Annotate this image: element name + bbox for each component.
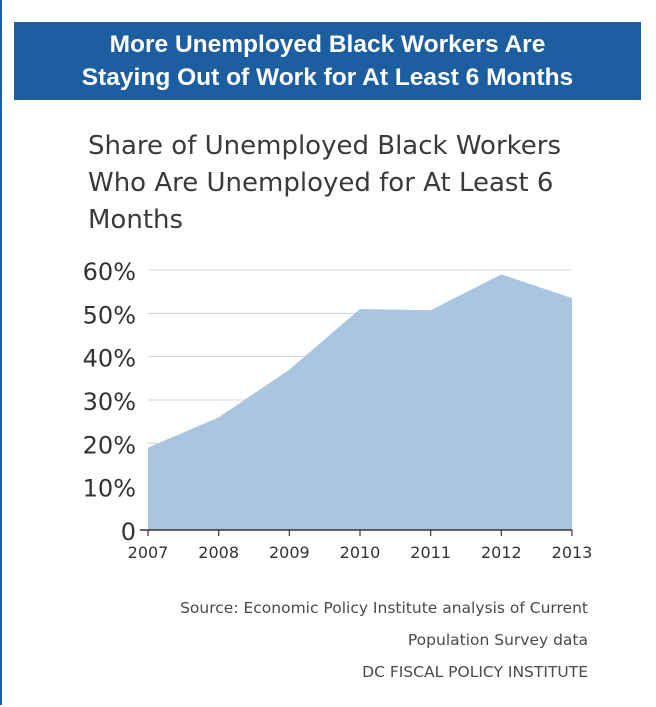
banner-title-line-2: Staying Out of Work for At Least 6 Month… — [81, 64, 574, 91]
source-line-2: Population Survey data — [407, 631, 588, 649]
chart-title-line-1: Share of Unemployed Black Workers — [88, 131, 561, 161]
banner-title: More Unemployed Black Workers Are Stayin… — [14, 22, 641, 100]
source-line-1: Source: Economic Policy Institute analys… — [180, 599, 588, 617]
chart-title: Share of Unemployed Black Workers Who Ar… — [88, 128, 628, 239]
y-tick-label-60: 60% — [83, 258, 136, 286]
chart-title-line-3: Months — [88, 205, 184, 235]
banner-title-line-1: More Unemployed Black Workers Are — [109, 31, 546, 58]
y-tick-label-20: 20% — [83, 431, 136, 459]
y-tick-label-30: 30% — [83, 388, 136, 416]
y-tick-label-40: 40% — [83, 345, 136, 373]
x-tick-label-2011: 2011 — [410, 543, 451, 562]
y-tick-label-50: 50% — [83, 301, 136, 329]
x-tick-label-2007: 2007 — [128, 543, 169, 562]
x-tick-label-2008: 2008 — [198, 543, 239, 562]
x-tick-label-2010: 2010 — [340, 543, 381, 562]
source-note: Source: Economic Policy Institute analys… — [28, 592, 588, 688]
x-tick-label-2013: 2013 — [552, 543, 593, 562]
area-series — [148, 274, 572, 530]
y-tick-label-0: 0 — [121, 518, 136, 546]
x-tick-label-2009: 2009 — [269, 543, 310, 562]
chart-title-line-2: Who Are Unemployed for At Least 6 — [88, 168, 554, 198]
source-line-3: DC FISCAL POLICY INSTITUTE — [362, 663, 588, 681]
x-tick-label-2012: 2012 — [481, 543, 522, 562]
y-tick-label-10: 10% — [83, 475, 136, 503]
